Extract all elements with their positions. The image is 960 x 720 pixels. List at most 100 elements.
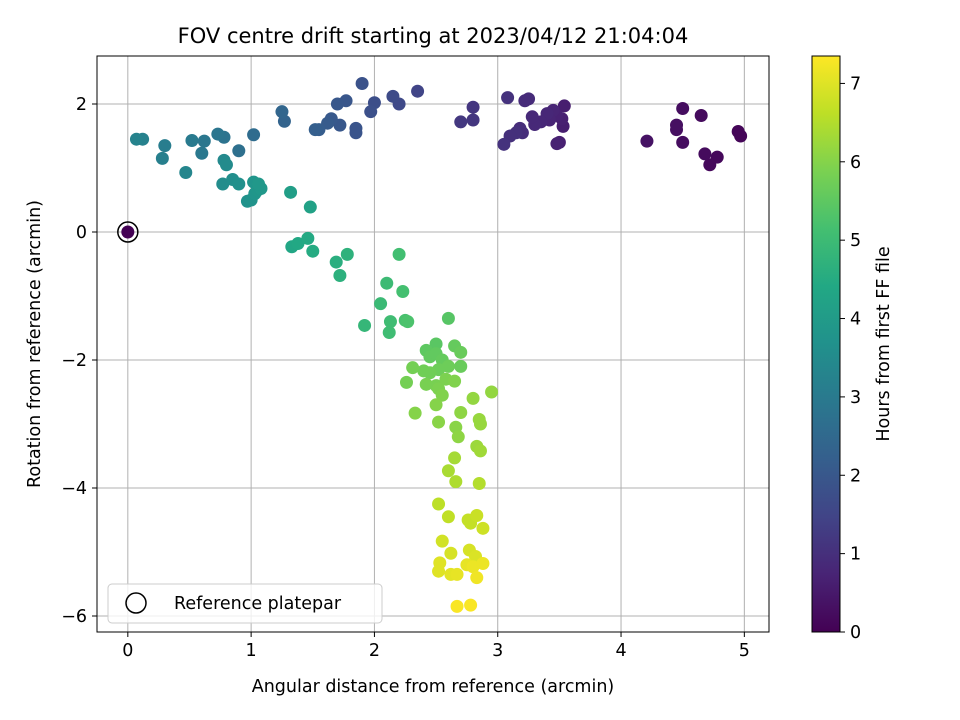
plot-area-frame — [96, 55, 770, 633]
data-point — [557, 99, 571, 113]
data-point — [429, 337, 443, 351]
data-point — [211, 127, 225, 141]
colorbar-tick-label: 5 — [850, 231, 861, 251]
data-point — [550, 137, 564, 151]
data-points — [121, 77, 748, 613]
data-point — [454, 115, 468, 129]
legend-box — [107, 583, 383, 624]
data-point — [232, 177, 246, 191]
data-point — [185, 133, 199, 147]
colorbar-tick-label: 7 — [850, 74, 861, 94]
data-point — [441, 464, 455, 478]
legend: Reference platepar — [107, 583, 383, 624]
data-point — [470, 571, 484, 585]
data-point — [525, 110, 539, 124]
data-point — [640, 134, 654, 148]
data-point — [252, 177, 266, 191]
data-point — [432, 415, 446, 429]
data-point — [383, 315, 397, 329]
data-point — [158, 139, 172, 153]
y-tick-label: 2 — [76, 95, 87, 115]
data-point — [501, 91, 515, 105]
data-point — [382, 325, 396, 339]
data-point — [454, 359, 468, 373]
reference-platepar-marker — [117, 221, 139, 243]
data-point — [197, 134, 211, 148]
data-point — [399, 375, 413, 389]
legend-label: Reference platepar — [174, 594, 342, 614]
data-point — [284, 185, 298, 199]
data-point — [401, 315, 415, 329]
data-point — [497, 137, 511, 151]
x-tick-label: 3 — [492, 641, 503, 661]
data-point — [435, 534, 449, 548]
data-point — [374, 297, 388, 311]
data-point — [476, 521, 490, 535]
data-point — [518, 94, 532, 108]
data-point — [476, 557, 490, 571]
y-tick-label: −4 — [61, 479, 87, 499]
data-point — [454, 405, 468, 419]
colorbar-tick-label: 0 — [850, 623, 861, 643]
data-point — [275, 105, 289, 119]
data-point — [485, 385, 499, 399]
data-point — [411, 84, 425, 98]
x-axis-ticks: 0 1 2 3 4 5 — [122, 632, 750, 661]
data-point — [451, 430, 465, 444]
x-axis-label: Angular distance from reference (arcmin) — [252, 677, 615, 697]
data-point — [396, 285, 410, 299]
data-point — [698, 147, 712, 161]
data-point — [349, 121, 363, 135]
data-point — [417, 364, 431, 378]
data-point — [330, 97, 344, 111]
x-tick-label: 4 — [615, 641, 626, 661]
data-point — [419, 377, 433, 391]
data-point — [703, 158, 717, 172]
data-point — [449, 475, 463, 489]
x-tick-label: 1 — [246, 641, 257, 661]
data-point — [355, 77, 369, 91]
data-point — [392, 247, 406, 261]
data-point — [303, 200, 317, 214]
colorbar-label: Hours from first FF file — [874, 246, 894, 441]
data-point — [466, 391, 480, 405]
data-point — [466, 560, 480, 574]
x-tick-label: 0 — [122, 641, 133, 661]
data-point — [694, 109, 708, 123]
data-point — [432, 564, 446, 578]
x-tick-label: 2 — [369, 641, 380, 661]
data-point — [466, 113, 480, 127]
colorbar-ticks: 0 1 2 3 4 5 6 7 — [840, 74, 861, 643]
data-point — [406, 361, 420, 375]
data-point — [441, 359, 455, 373]
colorbar-tick-label: 2 — [850, 466, 861, 486]
data-point — [216, 177, 230, 191]
data-point — [301, 231, 315, 245]
colorbar-tick-label: 3 — [850, 388, 861, 408]
data-point — [329, 255, 343, 269]
chart-title: FOV centre drift starting at 2023/04/12 … — [178, 24, 689, 48]
data-point — [247, 128, 261, 142]
data-point — [472, 477, 486, 491]
x-tick-label: 5 — [739, 641, 750, 661]
data-point — [306, 244, 320, 258]
data-point — [291, 237, 305, 251]
reference-marker — [117, 221, 139, 243]
data-point — [432, 497, 446, 511]
colorbar-tick-label: 4 — [850, 310, 861, 330]
data-point — [464, 598, 478, 612]
y-tick-label: −6 — [61, 607, 87, 627]
data-point — [454, 345, 468, 359]
data-point — [734, 129, 748, 143]
data-point — [340, 247, 354, 261]
data-point — [444, 546, 458, 560]
y-axis-ticks: −6 −4 −2 0 2 — [61, 95, 97, 627]
data-point — [179, 165, 193, 179]
colorbar — [811, 55, 841, 633]
data-point — [380, 276, 394, 290]
data-point — [676, 101, 690, 115]
colorbar-tick-label: 6 — [850, 153, 861, 173]
data-point — [450, 567, 464, 581]
data-point — [195, 146, 209, 160]
